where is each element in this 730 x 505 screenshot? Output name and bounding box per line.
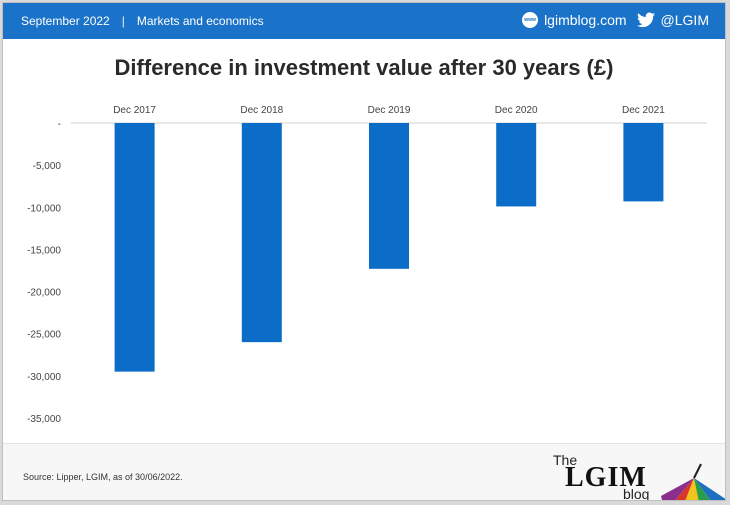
- x-tick-label: Dec 2017: [113, 105, 156, 116]
- site-link[interactable]: www lgimblog.com: [522, 12, 627, 28]
- logo-blog: blog: [623, 486, 650, 501]
- y-tick-label: -5,000: [33, 161, 62, 172]
- bar: [623, 123, 664, 202]
- y-tick-label: -35,000: [27, 414, 61, 425]
- bar: [369, 123, 409, 269]
- twitter-icon: [636, 12, 655, 28]
- x-tick-label: Dec 2020: [495, 105, 538, 116]
- globe-icon: www: [522, 12, 539, 28]
- twitter-handle: @LGIM: [660, 12, 709, 28]
- x-tick-label: Dec 2021: [622, 105, 665, 116]
- logo-name: LGIM: [565, 462, 647, 493]
- site-label: lgimblog.com: [544, 12, 627, 28]
- y-tick-label: -: [58, 119, 61, 130]
- y-tick-label: -20,000: [27, 288, 61, 299]
- lgim-blog-logo: The LGIM blog: [543, 452, 725, 501]
- bar: [114, 123, 155, 372]
- chart-frame: September 2022 | Markets and economics w…: [2, 2, 726, 501]
- y-tick-label: -10,000: [27, 203, 61, 214]
- umbrella-icon: [661, 463, 725, 500]
- footer-bar: Source: Lipper, LGIM, as of 30/06/2022. …: [3, 443, 725, 501]
- header-bar: September 2022 | Markets and economics w…: [3, 3, 725, 39]
- header-separator: |: [121, 14, 125, 28]
- twitter-link[interactable]: @LGIM: [636, 12, 709, 28]
- x-tick-label: Dec 2018: [240, 105, 283, 116]
- bar-chart: - -5,000 -10,000 -15,000 -20,000 -25,000 -30,0…: [27, 105, 707, 425]
- y-tick-label: -15,000: [27, 245, 61, 256]
- header-section: Markets and economics: [136, 14, 264, 28]
- y-tick-label: -30,000: [27, 372, 61, 383]
- bar: [496, 123, 537, 207]
- bar: [241, 123, 282, 343]
- logo-the: The: [553, 452, 578, 468]
- chart-title: Difference in investment value after 30 …: [114, 55, 614, 80]
- x-tick-label: Dec 2019: [368, 105, 411, 116]
- y-tick-label: -25,000: [27, 330, 61, 341]
- source-note: Source: Lipper, LGIM, as of 30/06/2022.: [23, 472, 183, 482]
- header-date: September 2022: [21, 14, 110, 28]
